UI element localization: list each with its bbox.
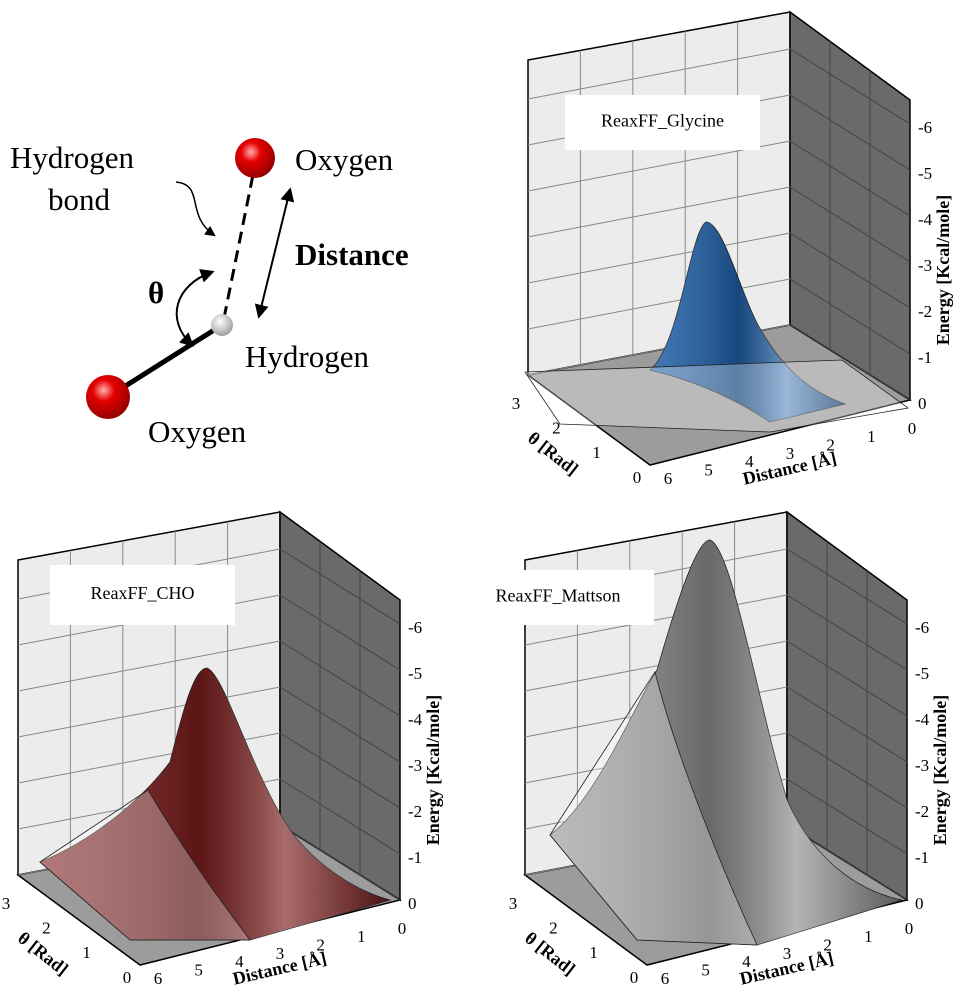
z-tick-label: -6	[918, 118, 932, 137]
y-tick-label: 3	[2, 894, 11, 913]
z-tick-label: -6	[408, 618, 422, 637]
z-tick-label: -3	[915, 756, 929, 775]
y-tick-label: 0	[633, 468, 642, 487]
y-tick-label: 3	[512, 394, 521, 413]
z-tick-label: -6	[915, 618, 929, 637]
label: Hydrogen	[10, 140, 134, 175]
oxygen-atom	[86, 375, 130, 419]
y-tick-label: 1	[589, 943, 598, 962]
x-tick-label: 0	[908, 419, 917, 438]
distance-arrow	[259, 190, 290, 316]
y-tick-label: 2	[552, 419, 561, 438]
hydrogen-atom	[211, 314, 233, 336]
x-tick-label: 5	[704, 461, 713, 480]
z-tick-label: 0	[915, 894, 924, 913]
z-axis-label: Energy [Kcal/mole]	[930, 695, 950, 845]
z-axis-label: Energy [Kcal/mole]	[933, 195, 953, 345]
label: Distance	[295, 237, 409, 272]
x-tick-label: 0	[398, 919, 407, 938]
y-tick-label: 3	[509, 894, 518, 913]
panel-title: ReaxFF_CHO	[90, 583, 194, 603]
label: bond	[48, 182, 111, 217]
y-tick-label: 0	[123, 968, 132, 987]
x-tick-label: 1	[867, 427, 876, 446]
hydrogen-bond	[224, 165, 255, 318]
pointer-arrow	[176, 182, 214, 235]
x-tick-label: 0	[905, 919, 914, 938]
panel-title: ReaxFF_Mattson	[495, 586, 620, 606]
z-tick-label: 0	[918, 394, 927, 413]
x-tick-label: 5	[194, 961, 203, 980]
label: θ	[148, 275, 164, 310]
hbond-diagram: Hydrogen bond Oxygen Distance θ Hydrogen…	[10, 138, 409, 449]
z-tick-label: -3	[918, 256, 932, 275]
y-tick-label: 1	[82, 943, 91, 962]
x-tick-label: 6	[154, 969, 163, 988]
z-tick-label: -5	[915, 664, 929, 683]
z-tick-label: -3	[408, 756, 422, 775]
label: Oxygen	[295, 142, 394, 177]
z-tick-label: -2	[915, 802, 929, 821]
label: Oxygen	[148, 414, 247, 449]
y-tick-label: 1	[592, 443, 601, 462]
surface-plot: 0-1-2-3-4-5-665432103210Energy [Kcal/mol…	[2, 512, 443, 989]
z-tick-label: -4	[918, 210, 933, 229]
z-tick-label: -1	[915, 848, 929, 867]
z-tick-label: -2	[918, 302, 932, 321]
label: Hydrogen	[245, 339, 369, 374]
x-tick-label: 5	[701, 961, 710, 980]
z-tick-label: 0	[408, 894, 417, 913]
x-tick-label: 6	[664, 469, 673, 488]
z-axis-label: Energy [Kcal/mole]	[423, 695, 443, 845]
y-tick-label: 2	[42, 919, 51, 938]
z-tick-label: -5	[918, 164, 932, 183]
z-tick-label: -1	[408, 848, 422, 867]
panel-title: ReaxFF_Glycine	[601, 111, 724, 131]
z-tick-label: -5	[408, 664, 422, 683]
z-tick-label: -2	[408, 802, 422, 821]
x-tick-label: 6	[661, 969, 670, 988]
z-tick-label: -4	[915, 710, 930, 729]
y-tick-label: 0	[630, 968, 639, 987]
surface-front	[525, 360, 908, 432]
figure: Hydrogen bond Oxygen Distance θ Hydrogen…	[0, 0, 958, 993]
y-tick-label: 2	[549, 919, 558, 938]
x-tick-label: 1	[357, 927, 366, 946]
x-tick-label: 1	[864, 927, 873, 946]
oxygen-atom	[235, 138, 275, 178]
z-tick-label: -1	[918, 348, 932, 367]
z-tick-label: -4	[408, 710, 423, 729]
